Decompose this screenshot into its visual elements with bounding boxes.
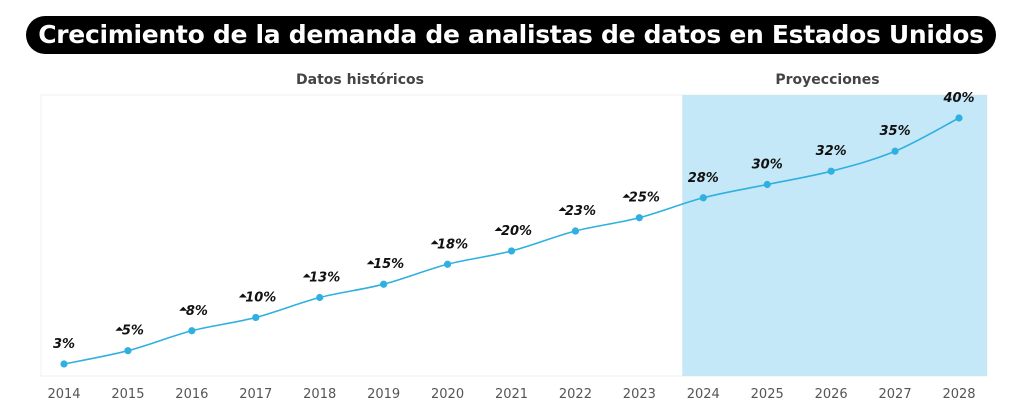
up-arrow-icon — [494, 226, 503, 231]
up-arrow-icon — [622, 193, 631, 198]
up-arrow-icon — [238, 293, 247, 298]
data-point — [252, 313, 260, 322]
data-label: 30% — [752, 157, 783, 172]
data-label: 23% — [565, 204, 596, 219]
x-tick-label: 2023 — [623, 387, 656, 402]
data-label: 8% — [186, 304, 208, 319]
x-tick-label: 2014 — [47, 387, 80, 402]
data-point — [124, 347, 132, 355]
x-tick-label: 2016 — [175, 387, 208, 402]
data-label: 5% — [122, 324, 144, 339]
x-tick-label: 2028 — [942, 387, 975, 402]
x-tick-label: 2026 — [815, 387, 848, 402]
up-arrow-icon — [558, 207, 567, 212]
data-point — [507, 247, 516, 255]
x-tick-label: 2021 — [495, 387, 528, 402]
data-label: 35% — [880, 124, 911, 139]
data-point — [699, 194, 707, 202]
data-point — [571, 227, 580, 235]
up-arrow-icon — [366, 260, 375, 265]
data-label: 28% — [688, 171, 719, 186]
data-point — [60, 360, 68, 368]
x-tick-label: 2018 — [303, 387, 336, 402]
data-point — [827, 167, 835, 175]
x-tick-label: 2025 — [751, 387, 784, 402]
projection-band — [682, 95, 987, 376]
data-label: 18% — [437, 237, 468, 252]
section-label-historical: Datos históricos — [296, 72, 424, 88]
data-label: 3% — [53, 337, 75, 352]
data-point — [955, 114, 963, 122]
up-arrow-icon — [302, 273, 311, 278]
data-point — [443, 260, 452, 268]
data-label: 15% — [373, 257, 404, 272]
data-label: 40% — [942, 91, 974, 106]
data-point — [380, 280, 388, 288]
data-label: 10% — [245, 290, 276, 305]
data-label: 32% — [816, 144, 847, 159]
data-point — [188, 327, 196, 335]
data-label: 20% — [501, 224, 532, 239]
x-tick-label: 2024 — [687, 387, 720, 402]
data-point — [316, 293, 324, 302]
data-label: 13% — [309, 271, 340, 286]
x-tick-label: 2019 — [367, 387, 400, 402]
x-tick-label: 2027 — [879, 387, 912, 402]
x-tick-label: 2022 — [559, 387, 592, 402]
up-arrow-icon — [115, 326, 124, 331]
data-point — [635, 214, 643, 222]
x-tick-label: 2020 — [431, 387, 464, 402]
data-label: 25% — [629, 191, 660, 206]
chart-title: Crecimiento de la demanda de analistas d… — [26, 16, 996, 54]
up-arrow-icon — [430, 240, 439, 245]
section-label-projection: Proyecciones — [775, 72, 880, 88]
x-tick-label: 2017 — [239, 387, 272, 402]
up-arrow-icon — [179, 306, 188, 311]
data-point — [891, 147, 899, 155]
x-tick-label: 2015 — [111, 387, 144, 402]
data-point — [763, 180, 771, 189]
